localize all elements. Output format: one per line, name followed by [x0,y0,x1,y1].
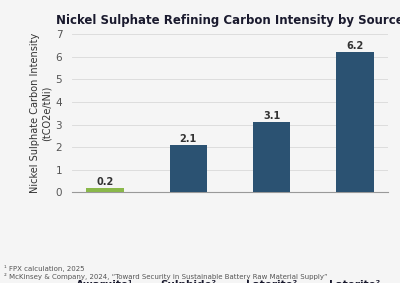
Bar [253,122,290,192]
Text: Laterite²
(MHP): Laterite² (MHP) [329,280,380,283]
Y-axis label: Nickel Sulphate Carbon Intensity
(tCO2e/tNi): Nickel Sulphate Carbon Intensity (tCO2e/… [30,33,52,193]
Bar [86,188,124,192]
Text: 6.2: 6.2 [346,41,364,51]
Title: Nickel Sulphate Refining Carbon Intensity by Source: Nickel Sulphate Refining Carbon Intensit… [56,14,400,27]
Text: 3.1: 3.1 [263,111,280,121]
Bar [336,52,374,192]
Text: 0.2: 0.2 [96,177,114,186]
Text: Laterite²
(NPI): Laterite² (NPI) [246,280,297,283]
Text: Sulphide²
(Concentrate): Sulphide² (Concentrate) [148,280,229,283]
Text: Awaruite¹: Awaruite¹ [76,280,134,283]
Text: 2.1: 2.1 [180,134,197,143]
Bar [170,145,207,192]
Text: ¹ FPX calculation, 2025
² McKinsey & Company, 2024, “Toward Security in Sustaina: ¹ FPX calculation, 2025 ² McKinsey & Com… [4,265,328,280]
